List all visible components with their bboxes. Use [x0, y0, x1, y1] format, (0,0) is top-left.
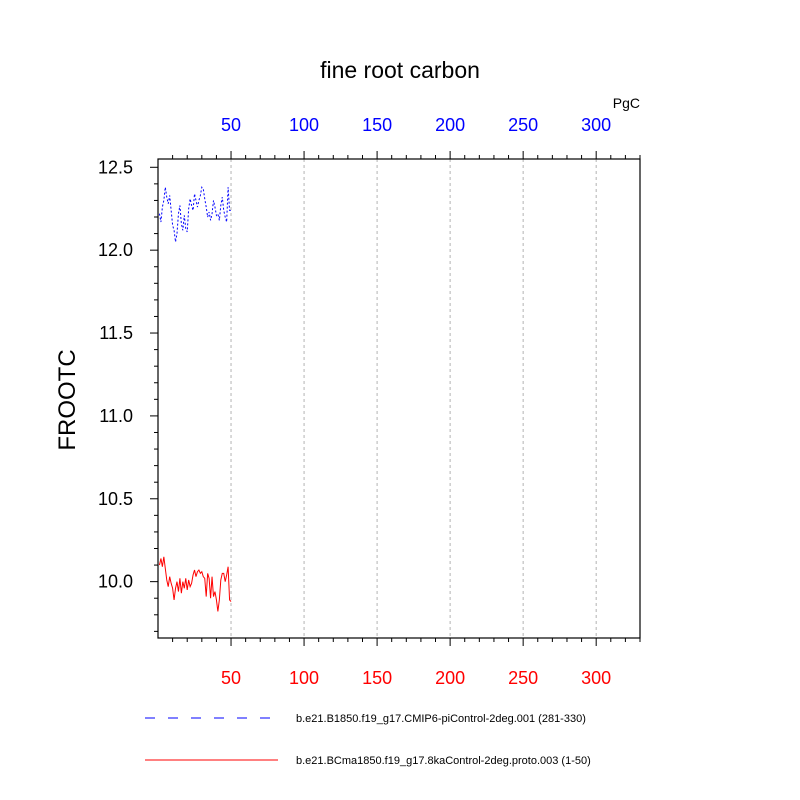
x-tick-label-top: 100 — [289, 115, 319, 135]
x-tick-label-bottom: 300 — [581, 668, 611, 688]
y-tick-label: 12.5 — [98, 157, 133, 177]
series-line-1 — [158, 186, 232, 242]
x-tick-label-bottom: 100 — [289, 668, 319, 688]
chart-title: fine root carbon — [320, 57, 480, 83]
units-label: PgC — [613, 95, 640, 111]
legend-label-1: b.e21.B1850.f19_g17.CMIP6-piControl-2deg… — [296, 713, 586, 725]
grid-lines — [230, 159, 597, 638]
legend-label-2: b.e21.BCma1850.f19_g17.8kaControl-2deg.p… — [296, 755, 591, 767]
x-tick-label-top: 250 — [508, 115, 538, 135]
x-tick-label-bottom: 50 — [221, 668, 241, 688]
y-tick-label: 12.0 — [98, 240, 133, 260]
x-tick-label-bottom: 200 — [435, 668, 465, 688]
y-tick-label: 11.5 — [99, 323, 133, 343]
x-tick-label-top: 200 — [435, 115, 465, 135]
series-line-2 — [158, 556, 232, 612]
y-axis-label: FROOTC — [54, 349, 81, 450]
y-tick-label: 10.5 — [98, 489, 133, 509]
x-tick-label-top: 300 — [581, 115, 611, 135]
x-tick-label-top: 150 — [362, 115, 392, 135]
y-tick-label: 10.0 — [98, 572, 133, 592]
tick-labels: 50 50 100 100 150 150 200 200 250 250 300 300 10.0 10… — [98, 115, 611, 688]
x-tick-label-top: 50 — [221, 115, 241, 135]
x-tick-label-bottom: 250 — [508, 668, 538, 688]
axis-ticks — [150, 151, 641, 646]
series-layer — [158, 186, 232, 612]
x-tick-label-bottom: 150 — [362, 668, 392, 688]
y-tick-label: 11.0 — [99, 406, 133, 426]
legend: b.e21.B1850.f19_g17.CMIP6-piControl-2deg… — [145, 713, 591, 767]
plot-frame — [157, 158, 641, 639]
